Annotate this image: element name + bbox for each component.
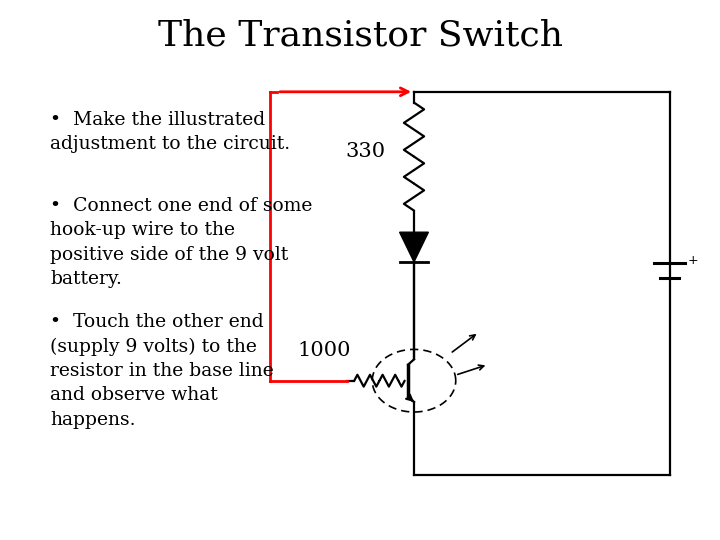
Text: +: + xyxy=(688,254,698,267)
Polygon shape xyxy=(400,232,428,262)
Text: •  Connect one end of some
hook-up wire to the
positive side of the 9 volt
batte: • Connect one end of some hook-up wire t… xyxy=(50,197,312,288)
Text: •  Touch the other end
(supply 9 volts) to the
resistor in the base line
and obs: • Touch the other end (supply 9 volts) t… xyxy=(50,313,274,429)
Text: 1000: 1000 xyxy=(297,341,351,361)
Text: •  Make the illustrated
adjustment to the circuit.: • Make the illustrated adjustment to the… xyxy=(50,111,291,153)
Text: 330: 330 xyxy=(345,141,385,161)
Text: The Transistor Switch: The Transistor Switch xyxy=(158,19,562,53)
